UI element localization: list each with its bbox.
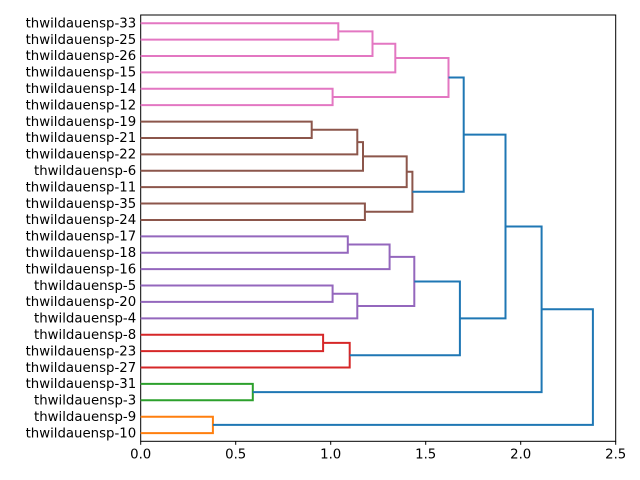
leaf-label: thwildauensp-4: [34, 312, 136, 327]
leaf-label: thwildauensp-22: [26, 148, 137, 163]
leaf-label: thwildauensp-14: [26, 82, 137, 97]
leaf-label: thwildauensp-12: [26, 98, 137, 113]
leaf-label: thwildauensp-15: [26, 66, 137, 81]
leaf-label: thwildauensp-16: [26, 262, 137, 277]
leaf-label: thwildauensp-31: [26, 377, 137, 392]
leaf-label: thwildauensp-8: [34, 328, 136, 343]
leaf-label: thwildauensp-5: [34, 279, 136, 294]
x-tick-label: 2.5: [605, 447, 626, 462]
axes-spines: [140, 14, 617, 442]
leaf-label: thwildauensp-27: [26, 361, 137, 376]
x-tick-label: 1.5: [415, 447, 436, 462]
leaf-label: thwildauensp-3: [34, 394, 136, 409]
x-tick-label: 0.5: [225, 447, 246, 462]
leaf-label: thwildauensp-17: [26, 230, 137, 245]
dendrogram-link-blue: [212, 308, 594, 426]
leaf-label: thwildauensp-20: [26, 295, 137, 310]
leaf-label: thwildauensp-19: [26, 115, 137, 130]
leaf-label: thwildauensp-6: [34, 164, 136, 179]
x-tick-label: 2.0: [510, 447, 531, 462]
leaf-label: thwildauensp-35: [26, 197, 137, 212]
leaf-label: thwildauensp-26: [26, 49, 137, 64]
x-tick-label: 1.0: [320, 447, 341, 462]
x-tick-label: 0.0: [130, 447, 151, 462]
leaf-label: thwildauensp-18: [26, 246, 137, 261]
leaf-label: thwildauensp-24: [26, 213, 137, 228]
leaf-label: thwildauensp-11: [26, 180, 137, 195]
leaf-label: thwildauensp-21: [26, 131, 137, 146]
leaf-label: thwildauensp-9: [34, 410, 136, 425]
leaf-label: thwildauensp-25: [26, 33, 137, 48]
leaf-label: thwildauensp-10: [26, 426, 137, 441]
leaf-label: thwildauensp-33: [26, 16, 137, 31]
leaf-label: thwildauensp-23: [26, 344, 137, 359]
